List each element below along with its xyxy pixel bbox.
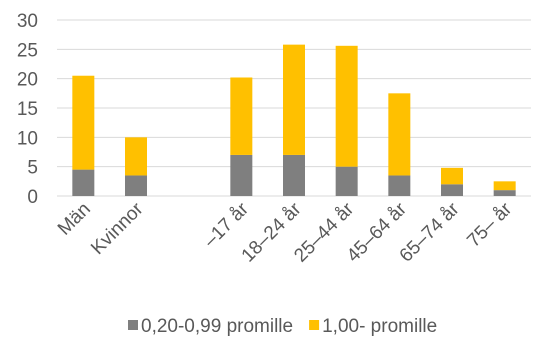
legend-swatch: [309, 320, 320, 330]
y-tick-label: 10: [17, 128, 38, 149]
y-tick-label: 20: [17, 70, 38, 91]
bar-segment-high: [493, 181, 516, 191]
legend: 0,20-0,99 promille 1,00- promille: [128, 316, 437, 337]
bar-segment-high: [388, 93, 411, 176]
x-category-label: Män: [54, 199, 95, 240]
bar-segment-low: [230, 154, 253, 196]
bar-segment-low: [441, 184, 463, 196]
bar-segment-high: [72, 75, 95, 170]
bar-segment-high: [125, 137, 147, 176]
bar-segment-low: [335, 166, 358, 196]
legend-swatch: [128, 320, 138, 330]
legend-label: 0,20-0,99 promille: [141, 316, 293, 337]
legend-label: 1,00- promille: [322, 316, 437, 337]
bar-segment-low: [283, 154, 305, 196]
bars: [72, 44, 516, 196]
x-category-label: 75– år: [463, 198, 516, 251]
y-tick-label: 25: [17, 40, 38, 61]
y-tick-label: 30: [17, 11, 38, 32]
y-axis-tick-labels: 0 5 10 15 20 25 30: [17, 11, 38, 208]
bar-segment-low: [125, 175, 147, 196]
bar-segment-high: [441, 167, 463, 185]
bar-segment-low: [388, 175, 411, 196]
x-category-label: Kvinnor: [87, 198, 148, 259]
bar-segment-high: [335, 45, 358, 167]
bar-segment-high: [230, 77, 253, 155]
bar-segment-high: [283, 44, 305, 155]
y-tick-label: 15: [17, 99, 38, 120]
bar-segment-low: [493, 190, 516, 196]
bar-segment-low: [72, 169, 95, 196]
x-category-label: 65–74 år: [396, 198, 464, 266]
y-tick-label: 0: [27, 187, 38, 208]
y-tick-label: 5: [27, 158, 38, 179]
